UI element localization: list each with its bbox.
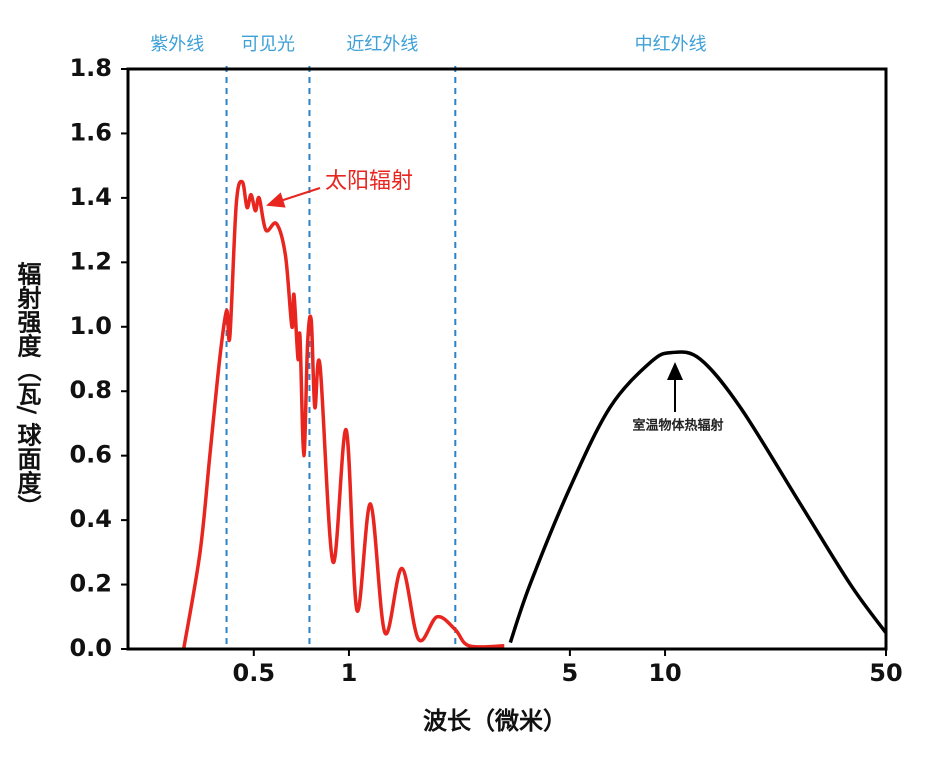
y-tick-label: 0.6: [69, 441, 112, 469]
x-tick-label: 5: [562, 659, 579, 687]
series-annotation: 太阳辐射: [325, 169, 413, 194]
y-tick-label: 0.8: [69, 376, 112, 404]
x-tick-label: 1: [341, 659, 358, 687]
y-tick-label: 0.0: [69, 634, 112, 662]
region-label: 近红外线: [346, 34, 418, 55]
y-tick-label: 1.0: [69, 312, 112, 340]
y-tick-label: 0.2: [69, 570, 112, 598]
plot-frame: [126, 67, 888, 651]
x-tick-label: 50: [869, 659, 902, 687]
x-tick-label: 0.5: [233, 659, 276, 687]
x-tick-label: 10: [648, 659, 681, 687]
y-tick-label: 0.4: [69, 505, 112, 533]
series-annotation: 室温物体热辐射: [632, 418, 723, 434]
y-axis-title: 辐射强度（瓦/ 球面度）: [13, 261, 42, 518]
series-line: [508, 350, 888, 644]
region-label: 紫外线: [150, 34, 204, 55]
y-tick-label: 1.4: [69, 183, 112, 211]
y-tick-label: 1.2: [69, 247, 112, 275]
x-axis-title: 波长（微米）: [423, 707, 567, 735]
annotation-arrow: [266, 187, 321, 208]
y-tick-label: 1.8: [69, 54, 112, 82]
y-tick-label: 1.6: [69, 118, 112, 146]
region-label: 中红外线: [635, 34, 707, 55]
series-line: [181, 179, 505, 650]
region-label: 可见光: [241, 34, 295, 55]
